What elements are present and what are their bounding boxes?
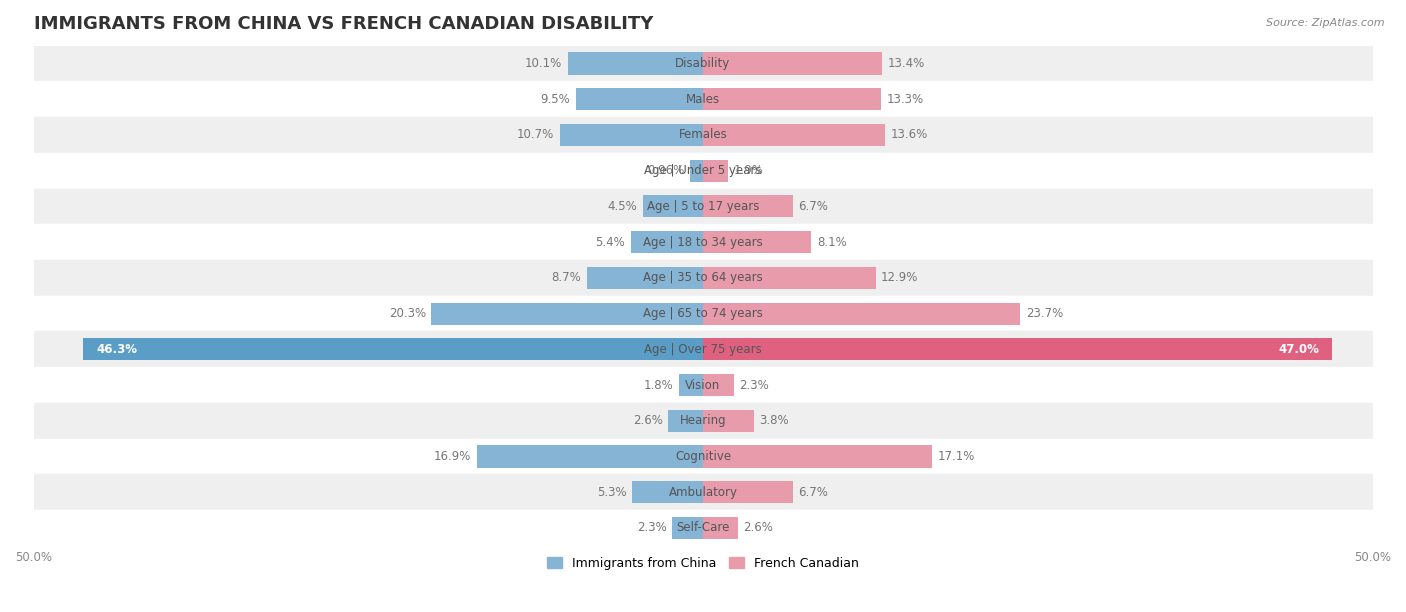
- Text: IMMIGRANTS FROM CHINA VS FRENCH CANADIAN DISABILITY: IMMIGRANTS FROM CHINA VS FRENCH CANADIAN…: [34, 15, 652, 33]
- Bar: [703, 446, 932, 468]
- Text: 13.4%: 13.4%: [887, 57, 925, 70]
- Text: 23.7%: 23.7%: [1026, 307, 1063, 320]
- Bar: [34, 367, 1372, 403]
- Text: 16.9%: 16.9%: [434, 450, 471, 463]
- Text: 12.9%: 12.9%: [882, 271, 918, 285]
- Text: 2.6%: 2.6%: [633, 414, 662, 427]
- Bar: [703, 374, 734, 396]
- Text: Cognitive: Cognitive: [675, 450, 731, 463]
- Text: 1.9%: 1.9%: [734, 164, 763, 177]
- Bar: [34, 474, 1372, 510]
- Text: Vision: Vision: [685, 379, 721, 392]
- Bar: [703, 195, 793, 217]
- Text: 5.4%: 5.4%: [596, 236, 626, 248]
- Text: Disability: Disability: [675, 57, 731, 70]
- Bar: [34, 81, 1372, 117]
- Bar: [432, 302, 703, 324]
- Text: 20.3%: 20.3%: [388, 307, 426, 320]
- Bar: [643, 195, 703, 217]
- Bar: [703, 267, 876, 289]
- Text: 2.3%: 2.3%: [637, 521, 666, 534]
- Bar: [83, 338, 703, 360]
- Text: Hearing: Hearing: [679, 414, 727, 427]
- Bar: [34, 46, 1372, 81]
- Text: Self-Care: Self-Care: [676, 521, 730, 534]
- Bar: [568, 53, 703, 75]
- Bar: [703, 231, 811, 253]
- Text: Females: Females: [679, 129, 727, 141]
- Text: Males: Males: [686, 93, 720, 106]
- Text: Age | Over 75 years: Age | Over 75 years: [644, 343, 762, 356]
- Bar: [34, 439, 1372, 474]
- Bar: [34, 260, 1372, 296]
- Text: 8.7%: 8.7%: [551, 271, 581, 285]
- Text: Age | 35 to 64 years: Age | 35 to 64 years: [643, 271, 763, 285]
- Text: 6.7%: 6.7%: [799, 200, 828, 213]
- Bar: [560, 124, 703, 146]
- Bar: [679, 374, 703, 396]
- Bar: [34, 510, 1372, 546]
- Text: Age | 5 to 17 years: Age | 5 to 17 years: [647, 200, 759, 213]
- Text: 1.8%: 1.8%: [644, 379, 673, 392]
- Text: 2.3%: 2.3%: [740, 379, 769, 392]
- Text: Age | 18 to 34 years: Age | 18 to 34 years: [643, 236, 763, 248]
- Bar: [703, 338, 1333, 360]
- Bar: [703, 302, 1021, 324]
- Bar: [672, 517, 703, 539]
- Text: 9.5%: 9.5%: [541, 93, 571, 106]
- Bar: [703, 160, 728, 182]
- Bar: [703, 124, 886, 146]
- Bar: [703, 481, 793, 503]
- Bar: [586, 267, 703, 289]
- Legend: Immigrants from China, French Canadian: Immigrants from China, French Canadian: [543, 551, 863, 575]
- Bar: [690, 160, 703, 182]
- Bar: [34, 332, 1372, 367]
- Bar: [34, 224, 1372, 260]
- Text: 6.7%: 6.7%: [799, 486, 828, 499]
- Bar: [34, 153, 1372, 188]
- Bar: [703, 409, 754, 432]
- Text: 3.8%: 3.8%: [759, 414, 789, 427]
- Bar: [633, 481, 703, 503]
- Bar: [477, 446, 703, 468]
- Text: 8.1%: 8.1%: [817, 236, 846, 248]
- Text: 10.7%: 10.7%: [517, 129, 554, 141]
- Bar: [703, 88, 882, 110]
- Text: 13.3%: 13.3%: [886, 93, 924, 106]
- Text: 4.5%: 4.5%: [607, 200, 637, 213]
- Bar: [668, 409, 703, 432]
- Text: 46.3%: 46.3%: [97, 343, 138, 356]
- Text: Source: ZipAtlas.com: Source: ZipAtlas.com: [1267, 18, 1385, 28]
- Bar: [34, 296, 1372, 332]
- Text: 5.3%: 5.3%: [598, 486, 627, 499]
- Text: 13.6%: 13.6%: [890, 129, 928, 141]
- Text: 47.0%: 47.0%: [1278, 343, 1319, 356]
- Bar: [34, 188, 1372, 224]
- Text: 2.6%: 2.6%: [744, 521, 773, 534]
- Text: Age | Under 5 years: Age | Under 5 years: [644, 164, 762, 177]
- Bar: [34, 403, 1372, 439]
- Text: Age | 65 to 74 years: Age | 65 to 74 years: [643, 307, 763, 320]
- Bar: [703, 517, 738, 539]
- Text: 0.96%: 0.96%: [648, 164, 685, 177]
- Text: 10.1%: 10.1%: [526, 57, 562, 70]
- Text: Ambulatory: Ambulatory: [668, 486, 738, 499]
- Bar: [34, 117, 1372, 153]
- Text: 17.1%: 17.1%: [938, 450, 974, 463]
- Bar: [576, 88, 703, 110]
- Bar: [703, 53, 883, 75]
- Bar: [631, 231, 703, 253]
